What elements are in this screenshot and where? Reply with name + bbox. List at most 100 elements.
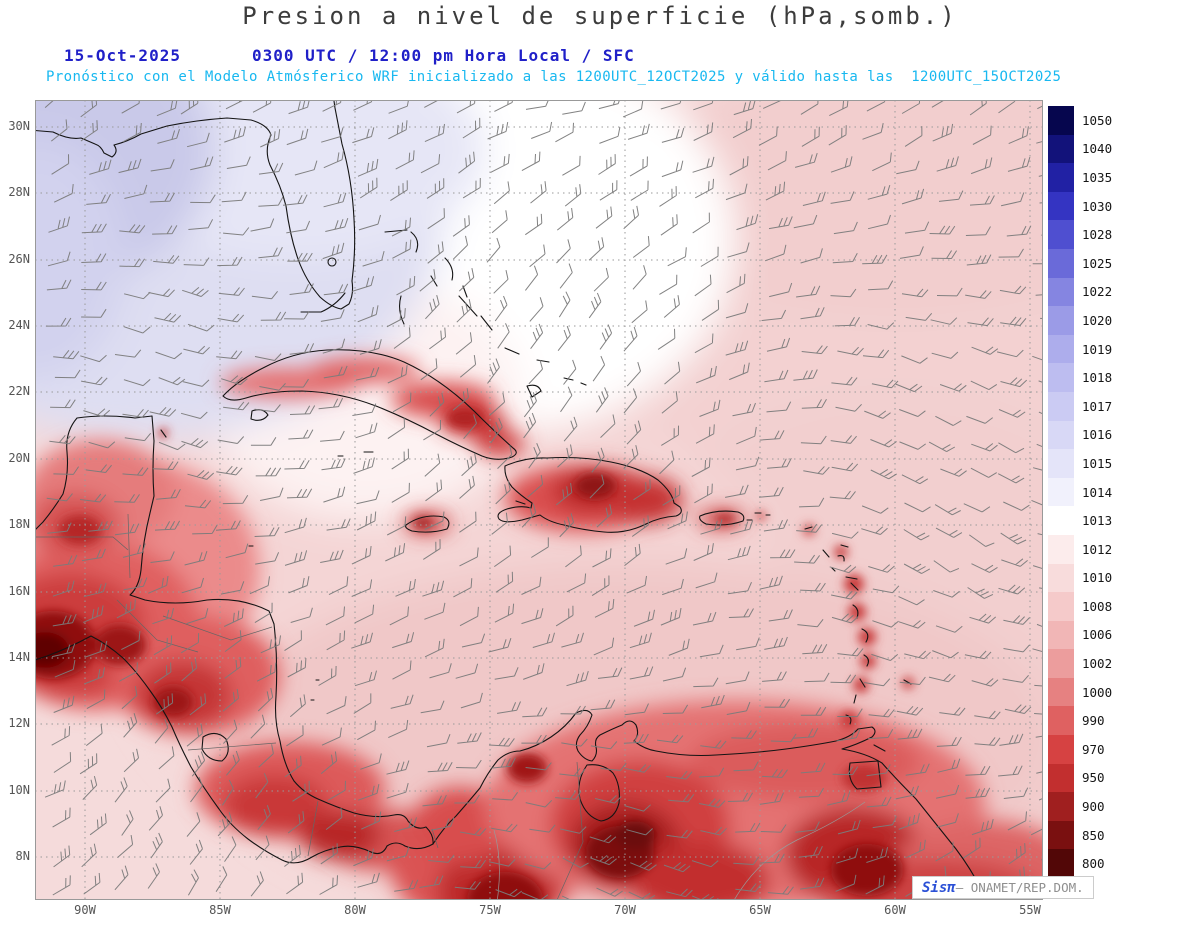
- lat-label: 18N: [8, 517, 30, 531]
- colorbar-swatch: [1048, 849, 1074, 879]
- colorbar-entry: 1020: [1048, 306, 1168, 335]
- colorbar-entry: 950: [1048, 763, 1168, 793]
- colorbar-entry: 850: [1048, 820, 1168, 850]
- colorbar-value: 1025: [1082, 255, 1113, 271]
- lat-label: 28N: [8, 185, 30, 199]
- colorbar-swatch: [1048, 391, 1074, 421]
- forecast-model-line: Pronóstico con el Modelo Atmósferico WRF…: [46, 69, 1062, 85]
- lat-label: 10N: [8, 783, 30, 797]
- page-title: Presion a nivel de superficie (hPa,somb.…: [242, 2, 958, 30]
- colorbar-value: 990: [1082, 713, 1105, 729]
- colorbar-value: 970: [1082, 741, 1105, 757]
- colorbar-entry: 1012: [1048, 534, 1168, 564]
- colorbar-swatch: [1048, 820, 1074, 850]
- lat-label: 8N: [15, 849, 30, 863]
- colorbar-entry: 1013: [1048, 506, 1168, 535]
- lat-label: 30N: [8, 119, 30, 133]
- colorbar-swatch: [1048, 506, 1074, 535]
- lon-label: 60W: [884, 903, 906, 917]
- colorbar-entry: 1035: [1048, 163, 1168, 192]
- watermark-brand: Sisπ: [922, 879, 956, 896]
- colorbar-swatch: [1048, 735, 1074, 764]
- colorbar-entry: 900: [1048, 792, 1168, 821]
- colorbar-value: 1020: [1082, 312, 1113, 328]
- colorbar-entry: 1017: [1048, 391, 1168, 421]
- colorbar-swatch: [1048, 134, 1074, 164]
- colorbar: 1050 1040 1035 1030 1028 1025 1022 1020 1019 1018…: [1048, 106, 1168, 879]
- colorbar-swatch: [1048, 563, 1074, 593]
- colorbar-swatch: [1048, 306, 1074, 335]
- lon-label: 55W: [1019, 903, 1041, 917]
- colorbar-swatch: [1048, 477, 1074, 507]
- colorbar-entry: 1015: [1048, 449, 1168, 478]
- colorbar-entry: 1040: [1048, 134, 1168, 164]
- colorbar-value: 900: [1082, 799, 1105, 815]
- lon-label: 80W: [344, 903, 366, 917]
- colorbar-swatch: [1048, 106, 1074, 135]
- colorbar-entry: 1002: [1048, 649, 1168, 678]
- colorbar-value: 800: [1082, 856, 1105, 872]
- colorbar-value: 1018: [1082, 370, 1113, 386]
- colorbar-value: 1006: [1082, 627, 1113, 643]
- colorbar-value: 1012: [1082, 541, 1113, 557]
- lat-label: 22N: [8, 384, 30, 398]
- colorbar-swatch: [1048, 220, 1074, 249]
- colorbar-entry: 1014: [1048, 477, 1168, 507]
- colorbar-value: 950: [1082, 770, 1105, 786]
- colorbar-value: 850: [1082, 827, 1105, 843]
- colorbar-value: 1002: [1082, 656, 1113, 672]
- colorbar-value: 1028: [1082, 227, 1113, 243]
- colorbar-swatch: [1048, 334, 1074, 364]
- lat-label: 16N: [8, 584, 30, 598]
- pressure-map: [35, 100, 1043, 900]
- forecast-date: 15-Oct-2025: [64, 46, 181, 65]
- lat-label: 20N: [8, 451, 30, 465]
- colorbar-entry: 800: [1048, 849, 1168, 879]
- lon-label: 65W: [749, 903, 771, 917]
- colorbar-entry: 1028: [1048, 220, 1168, 249]
- colorbar-swatch: [1048, 763, 1074, 793]
- colorbar-swatch: [1048, 277, 1074, 307]
- colorbar-value: 1016: [1082, 427, 1113, 443]
- watermark: Sisπ — ONAMET/REP.DOM.: [912, 876, 1094, 899]
- lat-label: 14N: [8, 650, 30, 664]
- lat-label: 12N: [8, 716, 30, 730]
- lon-label: 90W: [74, 903, 96, 917]
- colorbar-entry: 1016: [1048, 420, 1168, 450]
- colorbar-entry: 1030: [1048, 191, 1168, 221]
- colorbar-swatch: [1048, 191, 1074, 221]
- colorbar-swatch: [1048, 163, 1074, 192]
- colorbar-value: 1017: [1082, 398, 1113, 414]
- colorbar-value: 1035: [1082, 169, 1113, 185]
- colorbar-swatch: [1048, 420, 1074, 450]
- colorbar-entry: 1018: [1048, 363, 1168, 392]
- lat-label: 26N: [8, 252, 30, 266]
- lat-label: 24N: [8, 318, 30, 332]
- colorbar-entry: 990: [1048, 706, 1168, 736]
- colorbar-entry: 970: [1048, 735, 1168, 764]
- colorbar-value: 1000: [1082, 684, 1113, 700]
- colorbar-swatch: [1048, 706, 1074, 736]
- colorbar-entry: 1006: [1048, 620, 1168, 650]
- colorbar-value: 1015: [1082, 455, 1113, 471]
- map-frame: [35, 100, 1043, 900]
- colorbar-value: 1022: [1082, 284, 1113, 300]
- lon-label: 70W: [614, 903, 636, 917]
- colorbar-swatch: [1048, 534, 1074, 564]
- colorbar-entry: 1022: [1048, 277, 1168, 307]
- forecast-time: 0300 UTC / 12:00 pm Hora Local / SFC: [252, 46, 635, 65]
- colorbar-swatch: [1048, 592, 1074, 621]
- lon-label: 85W: [209, 903, 231, 917]
- colorbar-swatch: [1048, 449, 1074, 478]
- colorbar-entry: 1010: [1048, 563, 1168, 593]
- colorbar-swatch: [1048, 792, 1074, 821]
- colorbar-value: 1019: [1082, 341, 1113, 357]
- colorbar-entry: 1008: [1048, 592, 1168, 621]
- colorbar-swatch: [1048, 248, 1074, 278]
- lon-label: 75W: [479, 903, 501, 917]
- colorbar-value: 1030: [1082, 198, 1113, 214]
- colorbar-swatch: [1048, 649, 1074, 678]
- colorbar-swatch: [1048, 620, 1074, 650]
- colorbar-value: 1010: [1082, 570, 1113, 586]
